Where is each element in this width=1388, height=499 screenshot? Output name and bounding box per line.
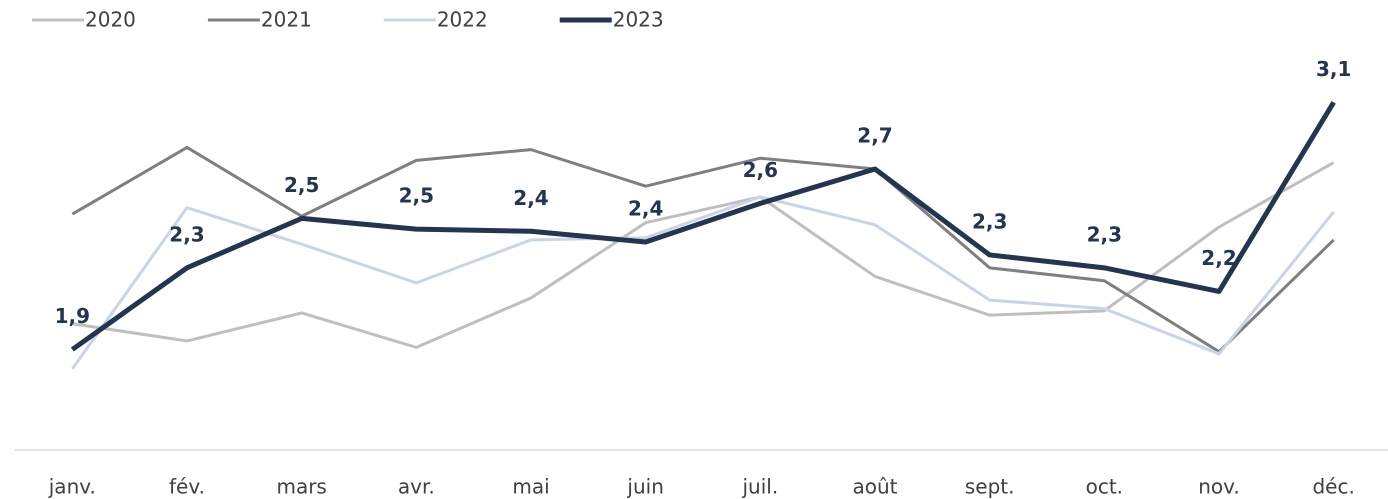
x-tick-label: nov.	[1198, 475, 1240, 499]
x-tick-label: août	[852, 475, 897, 499]
legend-label: 2022	[437, 8, 488, 32]
data-label: 2,3	[1087, 222, 1122, 246]
x-tick-label: mai	[512, 475, 549, 499]
data-label: 2,3	[972, 209, 1007, 233]
data-label: 2,7	[857, 123, 892, 147]
series-line	[71, 145, 1335, 354]
x-tick-label: sept.	[965, 475, 1015, 499]
data-label: 2,4	[628, 197, 663, 221]
series-line	[70, 101, 1336, 352]
legend-label: 2023	[613, 8, 664, 32]
x-tick-label: mars	[276, 475, 326, 499]
data-label: 1,9	[55, 304, 90, 328]
series-line	[72, 161, 1335, 349]
x-tick-label: déc.	[1312, 475, 1354, 499]
data-label: 2,2	[1201, 246, 1236, 270]
x-tick-label: juin	[626, 475, 663, 499]
data-label: 2,5	[399, 184, 434, 208]
data-label: 3,1	[1316, 57, 1351, 81]
data-label: 2,6	[743, 158, 778, 182]
x-tick-label: fév.	[169, 475, 205, 499]
data-label: 2,4	[513, 186, 548, 210]
x-tick-label: avr.	[398, 475, 435, 499]
x-tick-label: janv.	[48, 475, 96, 499]
data-label: 2,5	[284, 173, 319, 197]
legend-label: 2020	[85, 8, 136, 32]
data-label: 2,3	[169, 222, 204, 246]
legend-label: 2021	[261, 8, 312, 32]
x-tick-label: oct.	[1086, 475, 1123, 499]
x-tick-label: juil.	[741, 475, 778, 499]
series-line	[71, 195, 1335, 370]
